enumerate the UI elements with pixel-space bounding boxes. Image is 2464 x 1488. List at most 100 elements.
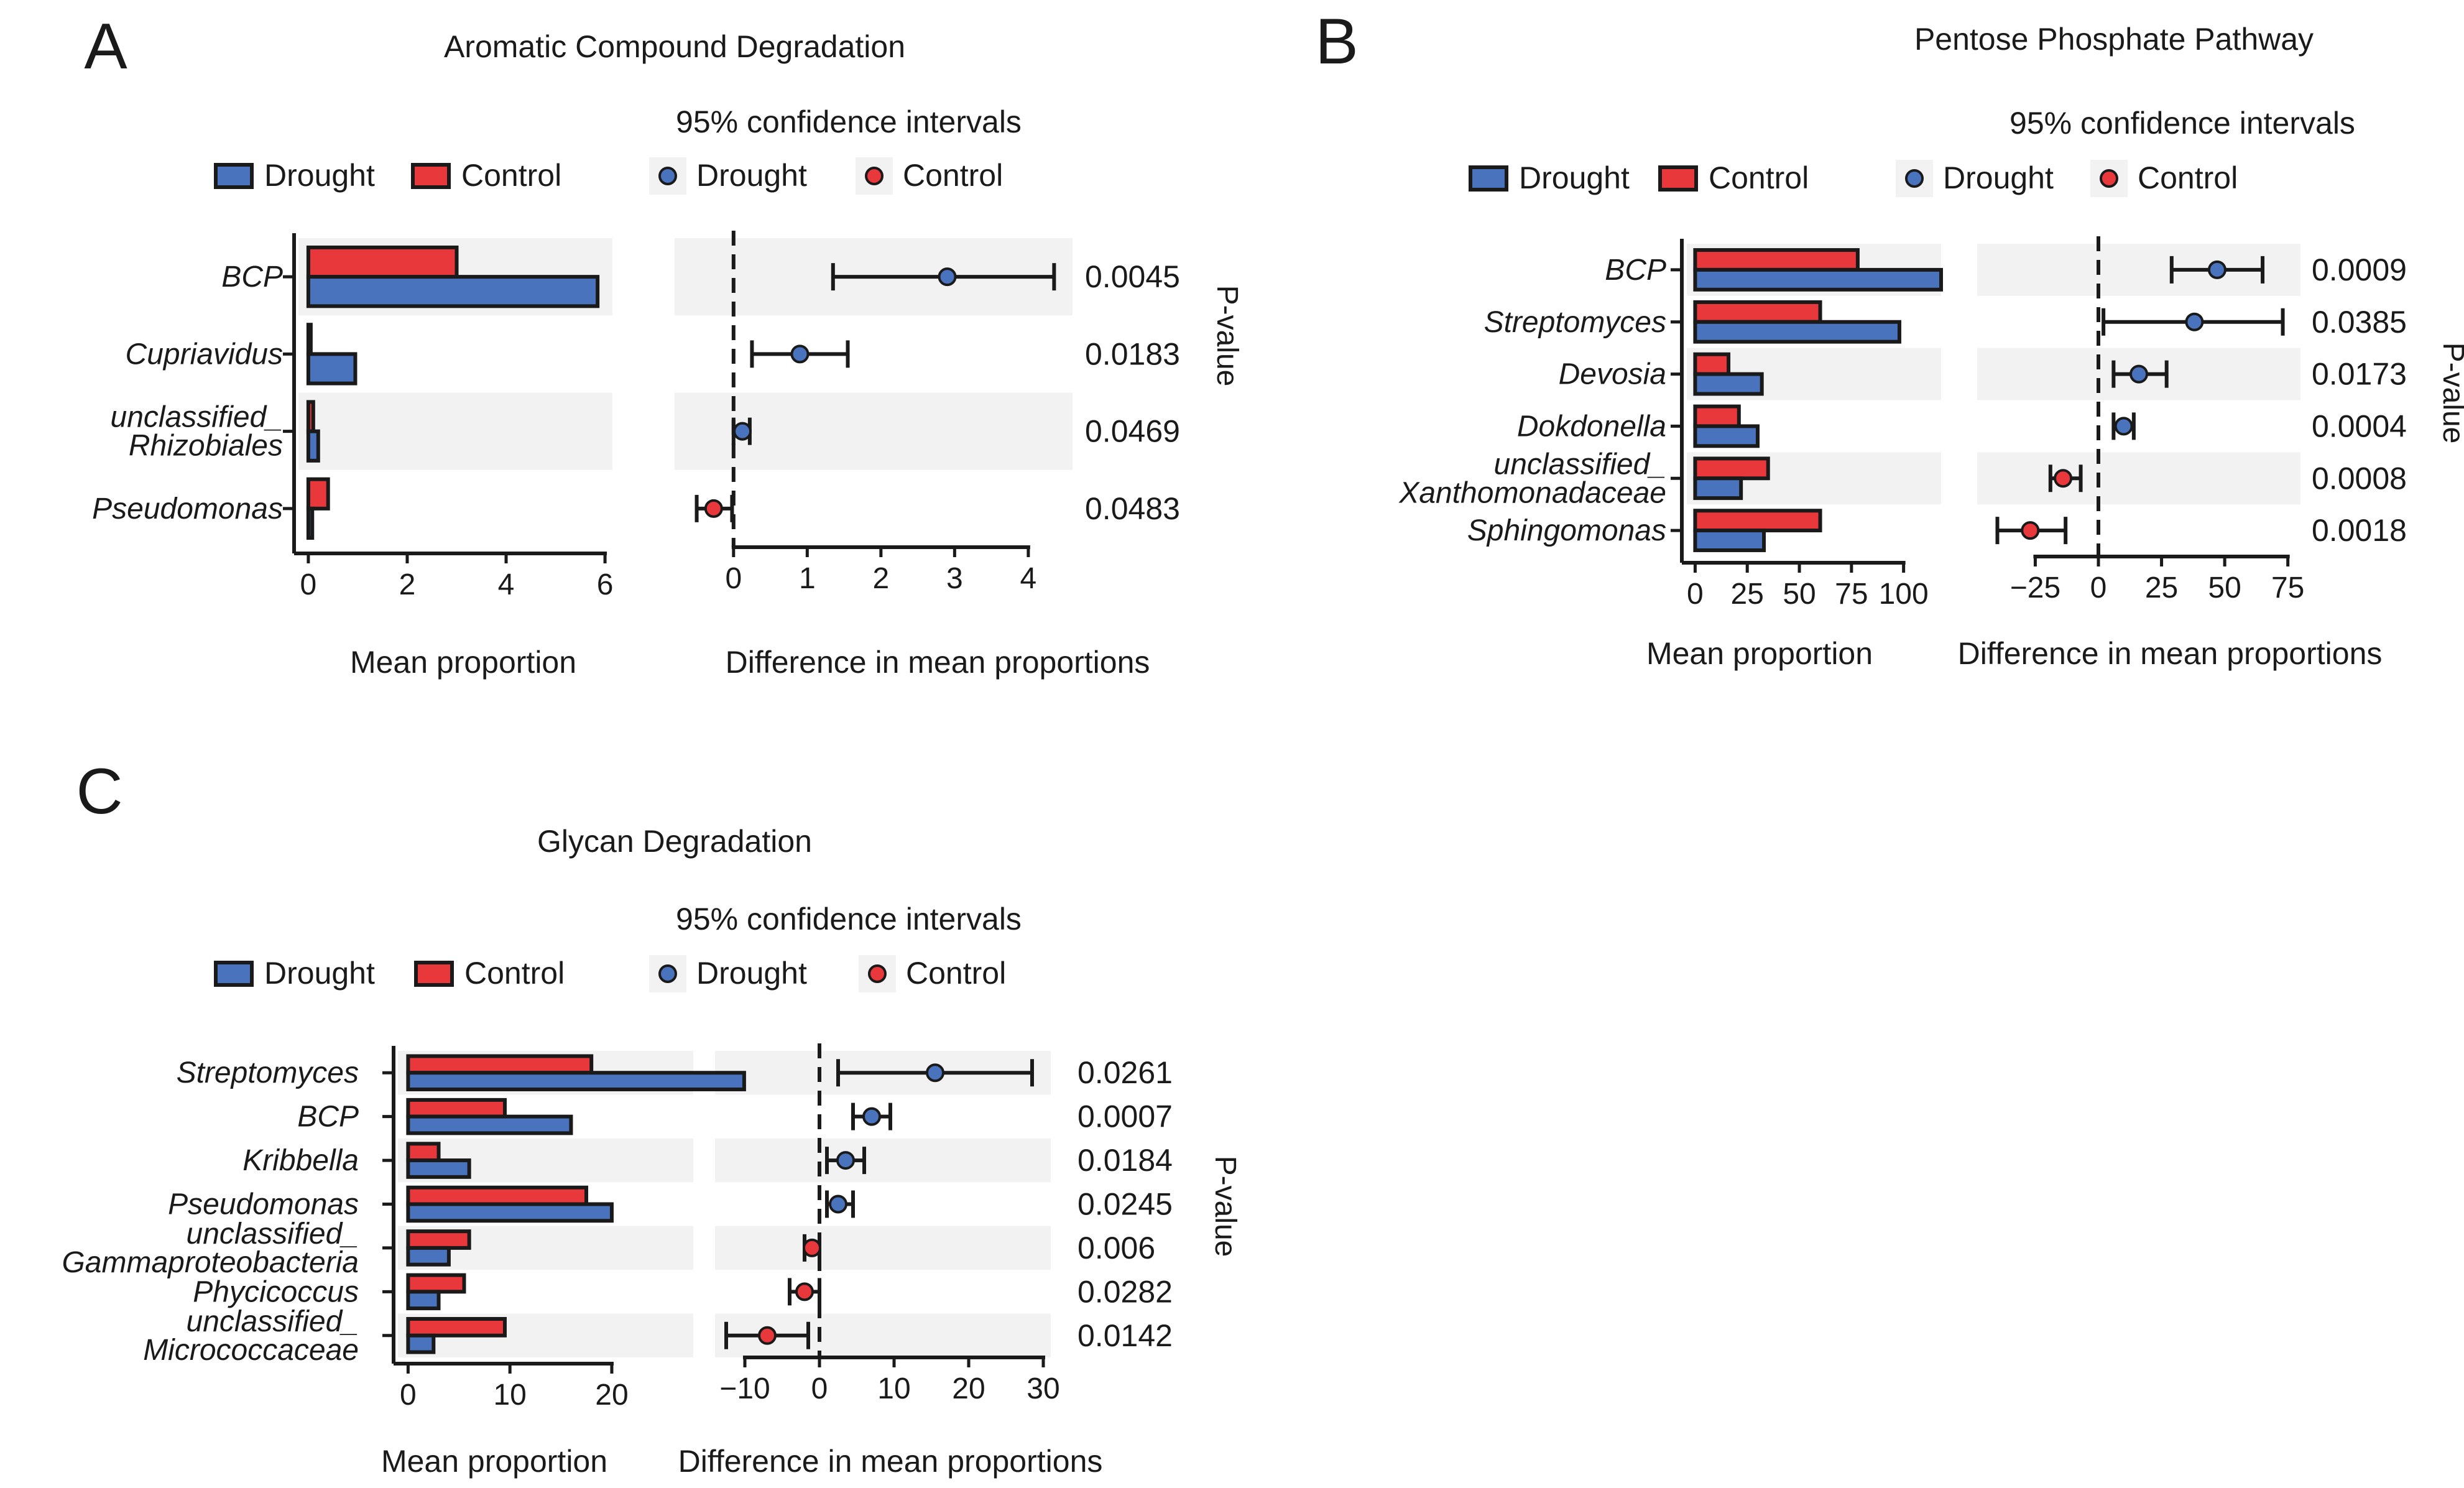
category-label-streptomyces: Streptomyces [177,1056,359,1089]
legend-point-control: Control [859,955,1006,992]
legend-label: Drought [264,158,375,193]
legend-point-drought: Drought [1896,160,2054,197]
bar-drought-pseudomonas [406,1202,614,1223]
category-label-line: Rhizobiales [129,430,283,463]
diff-x-tick-label: 0 [811,1372,828,1405]
p-value-devosia: 0.0173 [2312,357,2407,392]
p-value-axis-label: P-value [1209,1156,1242,1257]
category-label-line: Gammaproteobacteria [62,1246,359,1279]
diff-x-tick-label: −10 [719,1372,770,1405]
diff-x-tick-label: 4 [1020,562,1037,595]
bar-control-unclassified-rhizobiales [306,400,315,433]
legend-dot-control [2100,169,2118,188]
legend-swatch-drought [1469,165,1508,192]
p-value-pseudomonas: 0.0483 [1085,491,1180,526]
legend: Drought Control Drought Control [214,955,1006,992]
legend-label: Control [906,956,1006,991]
legend-dot-drought [1905,169,1924,188]
p-value-cupriavidus: 0.0183 [1085,336,1180,371]
legend-label: Drought [1943,160,2054,195]
category-label-line: BCP [1605,254,1666,287]
legend-swatch-control [411,163,451,189]
row-band [715,1138,1051,1183]
category-label-line: BCP [221,261,283,293]
legend-label: Control [461,158,561,193]
ci-point-kribbella [836,1151,855,1170]
category-label-dokdonella: Dokdonella [1517,410,1666,443]
bar-plot [306,245,600,540]
bar-drought-pseudomonas [306,506,315,540]
diff-x-axis-title: Difference in mean proportions [678,1444,1103,1479]
legend-dot-drought [658,964,677,983]
legend-point-drought: Drought [649,157,807,195]
diff-x-tick-label: 10 [877,1372,910,1405]
bar-control-pseudomonas [306,477,330,511]
panel-a: A Aromatic Compound Degradation 95% confid… [84,11,1244,680]
row-band [1977,452,2300,505]
diff-x-axis-title: Difference in mean proportions [726,645,1150,680]
row-band [715,1226,1051,1270]
ci-point-streptomyces [2185,312,2204,331]
bar-drought-bcp [306,275,600,308]
bar-x-axis-title: Mean proportion [350,645,576,680]
bar-drought-unclassified-rhizobiales [306,429,320,463]
p-value-unclassified-rhizobiales: 0.0469 [1085,414,1180,449]
p-value-sphingomonas: 0.0018 [2312,513,2407,548]
bar-control-pseudomonas [406,1185,589,1206]
panel-c: C Glycan Degradation 95% confidence interv… [62,756,1242,1479]
legend: Drought Control Drought Control [1469,160,2238,197]
category-label-streptomyces: Streptomyces [1484,306,1666,339]
category-label-line: Kribbella [242,1144,359,1177]
p-value-kribbella: 0.0184 [1077,1143,1173,1178]
legend-label: Drought [696,158,807,193]
ci-title: 95% confidence intervals [2009,106,2355,141]
bar-x-tick-label: 75 [1835,578,1868,611]
p-value-streptomyces: 0.0385 [2312,305,2407,340]
panel-letter: C [76,756,122,828]
category-label-line: Xanthomonadaceae [1398,476,1666,509]
category-label-line: Phycicoccus [193,1275,359,1308]
legend-label: Control [1709,160,1809,195]
bar-control-streptomyces [406,1054,594,1075]
bar-drought-devosia [1693,372,1764,396]
category-label-line: unclassified_ [1494,448,1667,481]
category-label-bcp: BCP [221,261,283,293]
p-value-axis-label: P-value [1211,285,1244,387]
legend-swatch-control [1658,165,1698,192]
legend-swatch-control [414,961,454,987]
bar-control-cupriavidus [306,323,313,356]
bar-control-streptomyces [1693,300,1822,324]
legend-bar-control: Control [414,956,565,991]
bar-control-devosia [1693,352,1731,376]
diff-x-tick-label: 0 [725,562,742,595]
ci-point-unclassified-gammaproteobacteria [803,1238,821,1257]
bar-control-unclassified-xanthomonadaceae [1693,456,1770,481]
category-label-cupriavidus: Cupriavidus [126,338,283,371]
legend-swatch-drought [214,961,254,987]
p-value-bcp: 0.0045 [1085,259,1180,294]
category-label-line: Sphingomonas [1467,514,1666,547]
p-value-streptomyces: 0.0261 [1077,1055,1173,1090]
category-label-line: Dokdonella [1517,410,1666,443]
bar-drought-dokdonella [1693,424,1760,448]
bar-plot [406,1054,746,1354]
ci-point-pseudomonas [829,1195,847,1214]
diff-x-tick-label: 2 [873,562,890,595]
category-label-line: Pseudomonas [168,1188,359,1221]
ci-plot [1995,256,2285,545]
category-label-unclassified-rhizobiales: unclassified_ Rhizobiales [111,401,284,463]
category-label-unclassified-gammaproteobacteria: unclassified_ Gammaproteobacteria [62,1218,359,1279]
bar-control-phycicoccus [406,1273,466,1294]
ci-point-cupriavidus [790,344,810,364]
bar-control-dokdonella [1693,404,1741,428]
category-label-line: unclassified_ [111,401,284,434]
bar-x-tick-label: 0 [300,568,317,601]
legend-bar-control: Control [411,158,561,193]
bar-drought-phycicoccus [406,1290,441,1311]
chart-title: Aromatic Compound Degradation [444,29,905,64]
diff-x-tick-label: 1 [799,562,816,595]
category-label-line: unclassified_ [187,1305,359,1338]
bar-control-kribbella [406,1142,441,1163]
p-value-dokdonella: 0.0004 [2312,409,2407,443]
bar-drought-bcp [1693,267,1944,292]
